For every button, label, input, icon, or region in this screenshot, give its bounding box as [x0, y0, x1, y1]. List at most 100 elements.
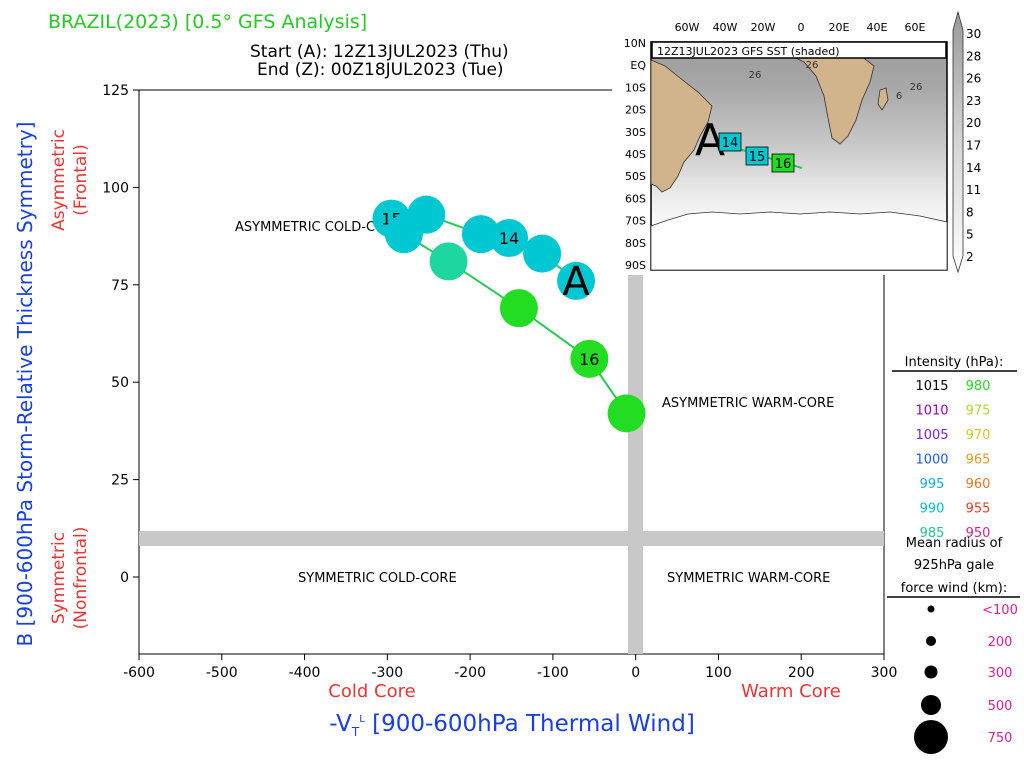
x-tick-label: -100 — [537, 665, 569, 681]
intensity-legend-value: 975 — [966, 404, 991, 419]
radius-legend-value: <100 — [982, 603, 1018, 618]
y-tick-label: 0 — [120, 570, 129, 586]
colorbar-label: 14 — [966, 161, 981, 175]
intensity-legend-value: 990 — [920, 502, 945, 517]
intensity-legend-value: 1015 — [915, 379, 948, 394]
inset-title-box — [651, 41, 947, 59]
inset-lat-label: 70S — [625, 215, 646, 228]
track-point — [570, 339, 609, 378]
inset-track-day-boxes: 14 15 16 — [718, 132, 795, 173]
colorbar-label: 11 — [966, 183, 981, 197]
south-america-landmass — [650, 59, 713, 193]
inset-lat-label: 30S — [625, 126, 646, 139]
y-axis-ticks: 0 25 50 75 100 125 — [102, 83, 139, 586]
colorbar-label: 20 — [966, 116, 981, 130]
intensity-legend-value: 965 — [966, 453, 991, 468]
intensity-legend-value: 985 — [920, 526, 945, 541]
track-point-day-label: 16 — [579, 350, 599, 369]
inset-lon-label: 60W — [675, 21, 700, 34]
inset-lon-label: 60E — [905, 21, 926, 34]
inset-sst-contour-label: 26 — [910, 82, 923, 93]
x-tick-label: 100 — [705, 665, 732, 681]
inset-track-day-label: 14 — [722, 136, 739, 151]
colorbar-label: 5 — [966, 228, 974, 242]
radius-legend-title-1: Mean radius of — [906, 536, 1003, 551]
radius-legend-dot — [921, 695, 941, 715]
sst-colorbar — [952, 10, 964, 274]
y-axis-asymmetric-label: Asymmetric — [49, 129, 69, 231]
track-point-day-label: 14 — [499, 229, 519, 248]
inset-title: 12Z13JUL2023 GFS SST (shaded) — [657, 45, 840, 58]
colorbar-label: 8 — [966, 205, 974, 219]
legend-box — [887, 370, 1019, 596]
inset-sst-contour-label: 26 — [806, 60, 819, 71]
horizontal-divider — [139, 531, 884, 546]
inset-lon-label: 20E — [829, 21, 850, 34]
x-tick-label: -400 — [289, 665, 321, 681]
start-time: Start (A): 12Z13JUL2023 (Thu) — [250, 42, 509, 62]
y-axis-label: B [900-600hPa Storm-Relative Thickness S… — [13, 122, 37, 647]
y-tick-label: 100 — [102, 180, 129, 196]
inset-lat-label: 10N — [624, 37, 646, 50]
radius-legend-dot — [914, 720, 948, 754]
track-point — [429, 242, 468, 281]
intensity-legend-value: 960 — [966, 477, 991, 492]
y-tick-label: 75 — [111, 278, 129, 294]
inset-lat-label: 80S — [625, 237, 646, 250]
chart-title: BRAZIL(2023) [0.5° GFS Analysis] — [48, 11, 367, 33]
y-tick-label: 125 — [102, 83, 129, 99]
x-axis-label-rest: [900-600hPa Thermal Wind] — [365, 711, 695, 737]
track-point — [523, 234, 562, 273]
x-axis-label: -VTL [900-600hPa Thermal Wind] — [329, 711, 695, 739]
intensity-legend-value: 995 — [920, 477, 945, 492]
inset-lat-label: 50S — [625, 170, 646, 183]
quadrant-label-asym-cold: ASYMMETRIC COLD-CORE — [235, 220, 403, 235]
intensity-legend-value: 955 — [966, 502, 991, 517]
inset-lat-label: 10S — [625, 81, 646, 94]
x-axis-ticks: -600 -500 -400 -300 -200 -100 0 100 200 300 — [123, 654, 897, 681]
x-axis-label-sub: T — [351, 725, 360, 739]
inset-lat-label: 60S — [625, 192, 646, 205]
x-axis-label-sup: L — [359, 714, 365, 725]
radius-legend-value: 300 — [988, 666, 1013, 681]
track-start-marker: A — [562, 259, 590, 305]
colorbar-label: 26 — [966, 72, 981, 86]
inset-sst-contour-labels: 26 26 26 6 — [749, 60, 923, 102]
inset-track-day-label: 16 — [775, 157, 792, 172]
x-tick-label: 300 — [871, 665, 898, 681]
radius-legend-title-2: 925hPa gale — [914, 558, 994, 573]
intensity-legend-value: 1005 — [915, 428, 948, 443]
y-tick-label: 50 — [111, 375, 129, 391]
track-point — [461, 215, 500, 254]
inset-lat-label: EQ — [630, 59, 646, 72]
x-axis-cold-core-label: Cold Core — [328, 681, 415, 702]
radius-legend-value: 200 — [988, 635, 1013, 650]
inset-lat-label: 20S — [625, 104, 646, 117]
x-axis-warm-core-label: Warm Core — [741, 681, 841, 702]
intensity-legend-value: 1010 — [915, 404, 948, 419]
plot-frame — [138, 89, 885, 655]
madagascar-landmass — [877, 87, 889, 111]
y-tick-label: 25 — [111, 473, 129, 489]
quadrant-label-sym-cold: SYMMETRIC COLD-CORE — [298, 571, 457, 586]
radius-legend-dot — [924, 665, 938, 679]
inset-lon-label: 20W — [751, 21, 776, 34]
intensity-legend-value: 1000 — [915, 453, 948, 468]
track-point — [557, 261, 596, 300]
antarctica-landmass — [650, 211, 948, 271]
inset-track-day-box — [771, 153, 795, 173]
inset-latitude-labels: 10N EQ 10S 20S 30S 40S 50S 60S 70S 80S 90S — [624, 37, 647, 272]
intensity-legend-value: 950 — [966, 526, 991, 541]
x-tick-label: -200 — [454, 665, 486, 681]
x-tick-label: -600 — [123, 665, 155, 681]
colorbar-label: 28 — [966, 49, 981, 63]
y-axis-frontal-label: (Frontal) — [71, 144, 91, 215]
quadrant-label-sym-warm: SYMMETRIC WARM-CORE — [667, 571, 830, 586]
radius-legend-dot — [927, 605, 935, 613]
track-point — [499, 289, 538, 328]
track-point — [384, 215, 423, 254]
x-tick-label: 200 — [788, 665, 815, 681]
